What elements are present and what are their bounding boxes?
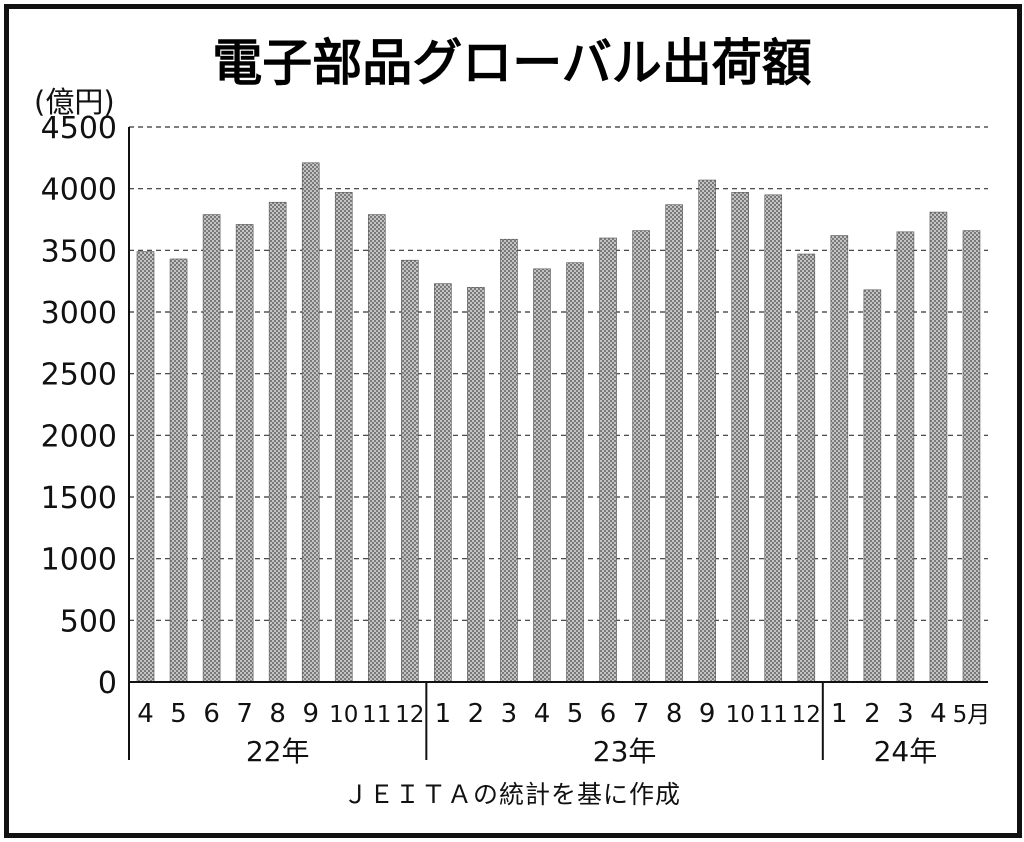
x-axis-tick-labels: 4 5 6 7 8 9 10 11 12 1 2 3 4 5 6 7 8 9 10 11 12 1 2 3 4 5月 — [137, 699, 990, 729]
y-tick-label: 4500 — [41, 111, 117, 146]
y-tick-label: 1000 — [41, 543, 117, 578]
x-tick-label: 5 — [567, 699, 584, 729]
x-tick-label: 6 — [600, 699, 617, 729]
bar — [301, 162, 320, 683]
x-tick-label: 4 — [137, 699, 154, 729]
year-label: 22年 — [246, 735, 310, 768]
bar — [632, 230, 650, 683]
year-group-labels: 22年 23年 24年 — [246, 682, 937, 768]
bar — [202, 214, 221, 683]
y-tick-label: 3000 — [41, 296, 117, 331]
y-tick-label: 1500 — [41, 481, 117, 516]
y-tick-label: 4000 — [41, 173, 117, 208]
x-tick-label: 12 — [395, 702, 424, 728]
y-tick-label: 3500 — [41, 234, 117, 269]
x-tick-label: 4 — [534, 699, 551, 729]
bar — [764, 194, 783, 683]
bar — [367, 214, 386, 683]
bar — [434, 283, 452, 683]
x-tick-label: 4 — [930, 699, 947, 729]
x-tick-label: 11 — [759, 702, 788, 728]
y-axis-unit-label: (億円) — [34, 85, 115, 119]
x-tick-label: 2 — [864, 699, 881, 729]
year-label: 24年 — [874, 735, 938, 768]
x-tick-label: 9 — [699, 699, 716, 729]
bar — [235, 224, 254, 683]
bar — [500, 238, 518, 683]
bar — [566, 262, 584, 683]
bar — [929, 211, 948, 683]
bar — [533, 268, 551, 683]
x-tick-label: 9 — [302, 699, 319, 729]
x-tick-label: 7 — [236, 699, 253, 729]
x-tick-label: 3 — [897, 699, 914, 729]
x-tick-label: 5 — [170, 699, 187, 729]
bar — [830, 235, 849, 683]
y-tick-label: 2000 — [41, 419, 117, 454]
bar — [467, 287, 485, 683]
bar — [169, 258, 188, 683]
x-tick-label: 1 — [435, 699, 452, 729]
x-tick-label: 10 — [329, 702, 358, 728]
x-tick-label: 8 — [269, 699, 286, 729]
x-tick-label: 3 — [501, 699, 518, 729]
y-tick-label: 500 — [60, 604, 117, 639]
bar — [334, 192, 353, 683]
y-tick-label: 2500 — [41, 358, 117, 393]
y-tick-label: 0 — [98, 666, 117, 701]
x-tick-label: 6 — [203, 699, 220, 729]
bar — [136, 251, 155, 683]
x-tick-label: 11 — [362, 702, 391, 728]
x-tick-label: 1 — [831, 699, 848, 729]
x-tick-label: 2 — [468, 699, 485, 729]
grid-lines — [129, 126, 988, 621]
bar — [962, 230, 981, 683]
bar — [665, 204, 683, 683]
x-tick-label: 12 — [792, 702, 821, 728]
bar — [401, 259, 419, 683]
year-label: 23年 — [593, 735, 657, 768]
bar — [896, 231, 915, 683]
bar — [731, 192, 750, 683]
bar — [698, 179, 716, 683]
y-axis-tick-labels: 0 500 1000 1500 2000 2500 3000 3500 4000 4500 — [41, 111, 117, 701]
bar — [599, 237, 617, 683]
x-tick-label: 8 — [666, 699, 683, 729]
bar — [863, 289, 882, 683]
bar — [797, 253, 816, 683]
chart-title: 電子部品グローバル出荷額 — [212, 34, 812, 92]
source-note: ＪＥＩＴＡの統計を基に作成 — [343, 780, 681, 809]
bars — [136, 162, 981, 683]
x-tick-label: 5月 — [953, 702, 991, 728]
x-tick-label: 10 — [726, 702, 755, 728]
axes — [128, 127, 988, 760]
bar — [268, 201, 287, 683]
x-tick-label: 7 — [633, 699, 650, 729]
